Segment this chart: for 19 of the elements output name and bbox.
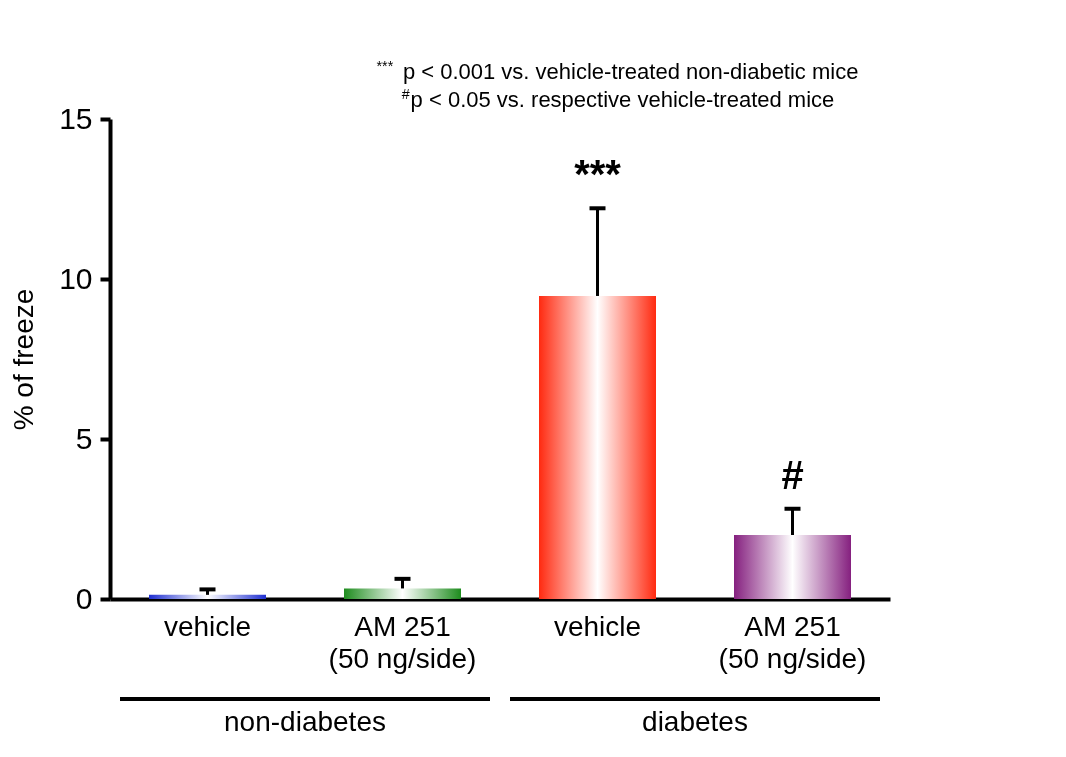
bar xyxy=(539,295,656,599)
y-tick-label: 5 xyxy=(75,421,93,455)
data-label: # xyxy=(781,452,804,497)
x-tick-label: AM 251 (50 ng/side) xyxy=(718,610,867,674)
bar xyxy=(149,594,266,599)
bar xyxy=(734,535,851,599)
x-tick-label: AM 251 (50 ng/side) xyxy=(328,610,477,674)
bar xyxy=(344,588,461,599)
text: #p < 0.05 vs. respective vehicle-treated mice xyxy=(401,86,835,112)
y-axis-title: % of freeze xyxy=(8,288,40,431)
text: ***p < 0.001 vs. vehicle-treated non-diabetic mice xyxy=(376,58,859,84)
x-tick-label: vehicle xyxy=(163,610,252,642)
y-tick-label: 15 xyxy=(59,101,93,135)
y-tick-label: 0 xyxy=(75,581,93,615)
y-tick-label: 10 xyxy=(59,261,93,295)
text: non-diabetes xyxy=(224,706,386,737)
text: diabetes xyxy=(642,706,748,737)
x-tick-label: vehicle xyxy=(553,610,642,642)
data-label: *** xyxy=(574,152,622,197)
